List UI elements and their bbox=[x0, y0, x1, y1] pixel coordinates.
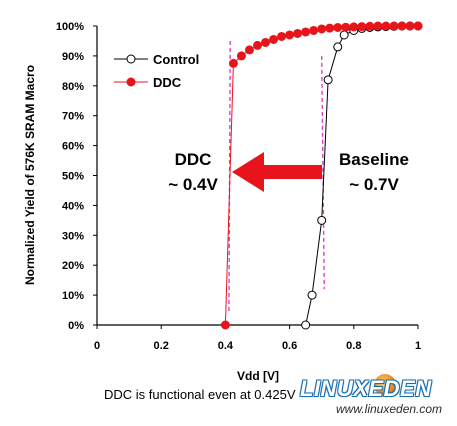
y-tick-label: 90% bbox=[62, 51, 84, 63]
x-axis-label: Vdd [V] bbox=[237, 369, 279, 383]
y-tick-label: 50% bbox=[62, 171, 84, 183]
x-tick-label: 0.8 bbox=[346, 340, 361, 352]
ddc-annotation-line2: ~ 0.4V bbox=[168, 175, 218, 194]
data-point-ddc bbox=[341, 22, 351, 32]
data-point-ddc bbox=[373, 21, 383, 31]
data-point-ddc bbox=[293, 28, 303, 38]
data-point-ddc bbox=[253, 40, 262, 50]
watermark-globe-icon bbox=[374, 374, 396, 396]
data-point-control bbox=[339, 30, 349, 40]
chart-caption: DDC is functional even at 0.425V bbox=[104, 387, 296, 402]
data-point-control bbox=[301, 320, 311, 330]
ddc-annotation-line1: DDC bbox=[175, 150, 212, 169]
y-axis-ticks: 0% 10% 20% 30% 40% 50% 60% 70% 80% 90% 100% bbox=[56, 21, 97, 332]
y-tick-label: 30% bbox=[62, 230, 84, 242]
arrow-icon bbox=[232, 152, 322, 192]
watermark: LINUXEDEN www.linuxeden.com bbox=[278, 372, 453, 422]
x-tick-label: 0 bbox=[94, 340, 100, 352]
x-tick-label: 0.2 bbox=[154, 340, 169, 352]
data-point-control bbox=[333, 42, 343, 52]
watermark-url: www.linuxeden.com bbox=[336, 402, 443, 416]
baseline-annotation-line1: Baseline bbox=[339, 150, 409, 169]
legend-ddc-label: DDC bbox=[153, 75, 182, 90]
data-point-ddc bbox=[389, 21, 399, 31]
data-point-ddc bbox=[349, 22, 359, 32]
data-point-control bbox=[307, 290, 317, 300]
data-point-control bbox=[323, 75, 333, 85]
y-tick-label: 20% bbox=[62, 260, 84, 272]
data-point-ddc bbox=[405, 21, 415, 31]
data-point-ddc bbox=[317, 24, 327, 34]
series-layer bbox=[220, 21, 423, 330]
data-point-ddc bbox=[236, 51, 246, 61]
y-tick-label: 80% bbox=[62, 81, 84, 93]
data-point-ddc bbox=[277, 31, 287, 41]
y-tick-label: 100% bbox=[56, 21, 84, 33]
data-point-ddc bbox=[397, 21, 407, 31]
legend-control-label: Control bbox=[153, 52, 199, 67]
data-point-ddc bbox=[333, 22, 343, 32]
x-tick-label: 0.6 bbox=[282, 340, 297, 352]
data-point-ddc bbox=[220, 320, 230, 330]
data-point-ddc bbox=[301, 27, 311, 37]
data-point-ddc bbox=[285, 30, 295, 40]
data-point-ddc bbox=[381, 21, 391, 31]
baseline-annotation-line2: ~ 0.7V bbox=[349, 175, 399, 194]
data-point-ddc bbox=[357, 22, 367, 32]
legend-ddc-marker bbox=[126, 77, 136, 87]
legend: Control DDC bbox=[114, 52, 199, 90]
x-axis-ticks: 0 0.2 0.4 0.6 0.8 1 bbox=[94, 325, 421, 352]
data-point-ddc bbox=[269, 34, 279, 44]
y-tick-label: 10% bbox=[62, 290, 84, 302]
y-tick-label: 70% bbox=[62, 111, 84, 123]
baseline-threshold-line bbox=[321, 55, 325, 290]
x-tick-label: 0.4 bbox=[218, 340, 234, 352]
y-tick-label: 0% bbox=[68, 320, 84, 332]
data-point-ddc bbox=[261, 37, 271, 47]
x-tick-label: 1 bbox=[415, 340, 421, 352]
legend-control-marker bbox=[126, 54, 136, 64]
data-point-control bbox=[317, 215, 327, 225]
data-point-ddc bbox=[244, 45, 254, 55]
y-tick-label: 40% bbox=[62, 200, 84, 212]
y-axis-label: Normalized Yield of 576K SRAM Macro bbox=[23, 65, 37, 285]
data-point-ddc bbox=[365, 21, 375, 31]
data-point-ddc bbox=[228, 58, 238, 68]
y-tick-label: 60% bbox=[62, 141, 84, 153]
watermark-logo: LINUXEDEN bbox=[300, 376, 432, 401]
data-point-ddc bbox=[325, 23, 335, 33]
data-point-ddc bbox=[309, 25, 319, 35]
data-point-ddc bbox=[413, 21, 423, 31]
